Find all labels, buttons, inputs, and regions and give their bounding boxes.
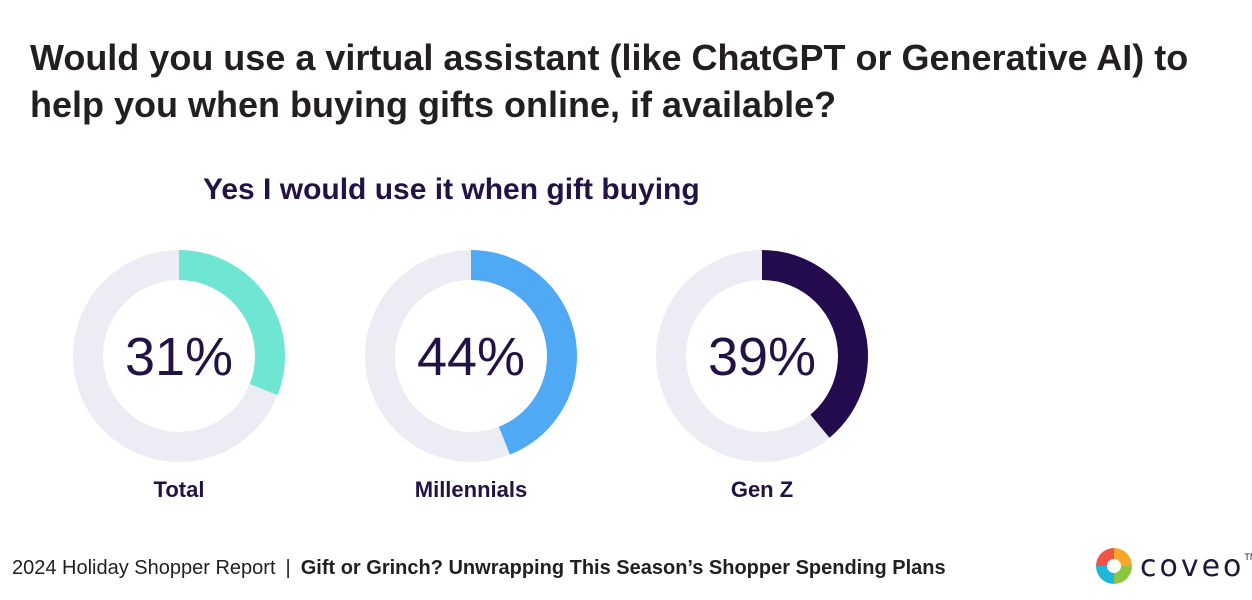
donut-segment-gen-z xyxy=(656,250,868,462)
footer-separator: | xyxy=(285,557,291,579)
coveo-logo-icon xyxy=(1096,548,1132,584)
donut-segment-millennials xyxy=(365,250,577,462)
coveo-logo: coveo TM xyxy=(1094,546,1252,586)
donut-value-millennials: 44% xyxy=(417,327,525,387)
donut-label-total: Total xyxy=(154,477,205,502)
donut-label-millennials: Millennials xyxy=(415,477,527,502)
footer-tagline: Gift or Grinch? Unwrapping This Season’s… xyxy=(300,557,946,579)
chart-subtitle: Yes I would use it when gift buying xyxy=(203,173,700,206)
coveo-logo-wordmark: coveo xyxy=(1140,548,1245,584)
footer: 2024 Holiday Shopper Report | Gift or Grin… xyxy=(12,557,946,580)
footer-report-name: 2024 Holiday Shopper Report xyxy=(12,557,276,579)
donut-label-gen-z: Gen Z xyxy=(731,477,793,502)
page-title: Would you use a virtual assistant (like … xyxy=(30,37,1189,125)
coveo-logo-trademark: TM xyxy=(1244,552,1252,562)
donut-value-gen-z: 39% xyxy=(708,327,816,387)
donut-segment-total xyxy=(73,250,285,462)
donut-value-total: 31% xyxy=(125,327,233,387)
